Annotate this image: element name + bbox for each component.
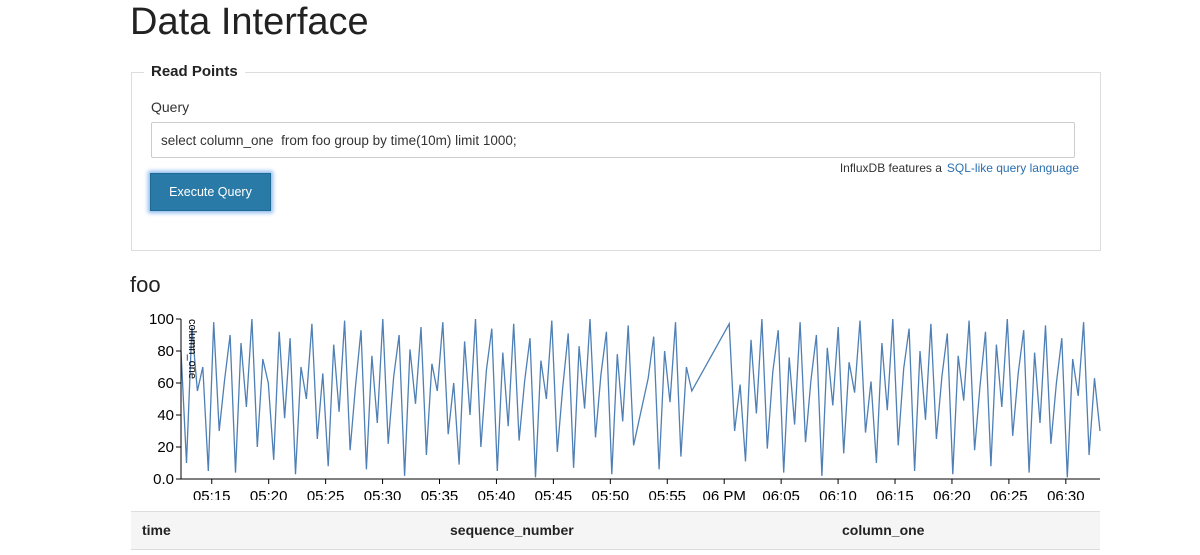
x-tick-label: 05:45	[535, 488, 573, 500]
x-tick-label: 05:30	[364, 488, 402, 500]
x-tick-label: 05:55	[648, 488, 686, 500]
header-sequence-number[interactable]: sequence_number	[450, 522, 574, 538]
y-tick-label: 0.0	[153, 471, 174, 488]
table-header: time sequence_number column_one	[131, 511, 1100, 550]
x-tick-label: 06 PM	[703, 488, 746, 500]
header-time[interactable]: time	[142, 522, 171, 538]
query-input[interactable]	[151, 122, 1075, 158]
x-tick-label: 05:25	[307, 488, 345, 500]
x-tick-label: 06:25	[990, 488, 1028, 500]
y-tick-label: 40	[157, 407, 174, 424]
x-tick-label: 06:20	[933, 488, 971, 500]
query-label: Query	[151, 99, 190, 115]
series-line-column-one	[180, 318, 1101, 478]
read-points-legend: Read Points	[144, 63, 245, 80]
sql-language-link[interactable]: SQL-like query language	[946, 161, 1079, 175]
x-tick-label: 06:05	[762, 488, 800, 500]
x-tick-label: 05:35	[421, 488, 459, 500]
read-points-fieldset	[131, 72, 1101, 251]
x-tick-label: 06:10	[819, 488, 857, 500]
x-tick-label: 05:15	[193, 488, 231, 500]
x-tick-label: 06:30	[1047, 488, 1085, 500]
x-tick-label: 05:20	[250, 488, 288, 500]
x-tick-label: 06:15	[876, 488, 914, 500]
y-tick-label: 80	[157, 343, 174, 360]
y-axis-label: column_one	[186, 319, 198, 379]
execute-query-button[interactable]: Execute Query	[150, 173, 271, 211]
x-tick-label: 05:40	[478, 488, 516, 500]
y-tick-label: 100	[149, 311, 174, 328]
y-tick-label: 60	[157, 375, 174, 392]
chart-title: foo	[130, 272, 161, 297]
query-hint: InfluxDB features a SQL-like query langua…	[840, 161, 1079, 175]
page-title: Data Interface	[130, 1, 369, 43]
line-chart: 0.0 20 40 60 80 100 05:15 05:20 05:25 05:30 05:35 0…	[149, 311, 1101, 500]
y-tick-label: 20	[157, 439, 174, 456]
hint-text: InfluxDB features a	[839, 161, 942, 175]
header-column-one[interactable]: column_one	[842, 522, 925, 538]
x-tick-label: 05:50	[592, 488, 630, 500]
